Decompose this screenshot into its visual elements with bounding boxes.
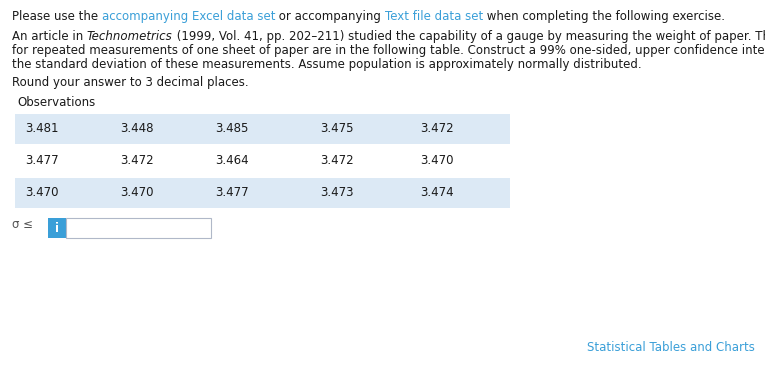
Bar: [66, 218, 211, 238]
Bar: [15, 146, 510, 176]
Text: 3.472: 3.472: [420, 122, 454, 135]
Text: the standard deviation of these measurements. Assume population is approximately: the standard deviation of these measurem…: [12, 58, 642, 71]
Text: 3.473: 3.473: [320, 186, 353, 199]
Text: 3.470: 3.470: [420, 154, 454, 167]
Text: Please use the: Please use the: [12, 10, 102, 23]
Text: i: i: [55, 221, 59, 235]
Bar: [15, 178, 510, 208]
Text: 3.477: 3.477: [25, 154, 59, 167]
Text: for repeated measurements of one sheet of paper are in the following table. Cons: for repeated measurements of one sheet o…: [12, 44, 765, 57]
Text: 3.472: 3.472: [120, 154, 154, 167]
Text: Observations: Observations: [17, 96, 96, 109]
Text: accompanying Excel data set: accompanying Excel data set: [102, 10, 275, 23]
Text: or accompanying: or accompanying: [275, 10, 385, 23]
Text: Statistical Tables and Charts: Statistical Tables and Charts: [587, 341, 755, 354]
Text: 3.481: 3.481: [25, 122, 58, 135]
Bar: [15, 114, 510, 144]
Text: 3.472: 3.472: [320, 154, 353, 167]
Text: 3.485: 3.485: [215, 122, 249, 135]
Text: (1999, Vol. 41, pp. 202–211) studied the capability of a gauge by measuring the : (1999, Vol. 41, pp. 202–211) studied the…: [173, 30, 765, 43]
Text: 3.464: 3.464: [215, 154, 249, 167]
Text: Text file data set: Text file data set: [385, 10, 483, 23]
Text: σ ≤: σ ≤: [12, 218, 33, 231]
Text: when completing the following exercise.: when completing the following exercise.: [483, 10, 725, 23]
Text: 3.474: 3.474: [420, 186, 454, 199]
Text: Technometrics: Technometrics: [87, 30, 173, 43]
Text: 3.477: 3.477: [215, 186, 249, 199]
Text: An article in: An article in: [12, 30, 87, 43]
Text: 3.448: 3.448: [120, 122, 154, 135]
Bar: [48, 218, 66, 238]
Text: 3.470: 3.470: [120, 186, 154, 199]
Text: 3.475: 3.475: [320, 122, 353, 135]
Text: Round your answer to 3 decimal places.: Round your answer to 3 decimal places.: [12, 76, 249, 89]
Text: 3.470: 3.470: [25, 186, 58, 199]
